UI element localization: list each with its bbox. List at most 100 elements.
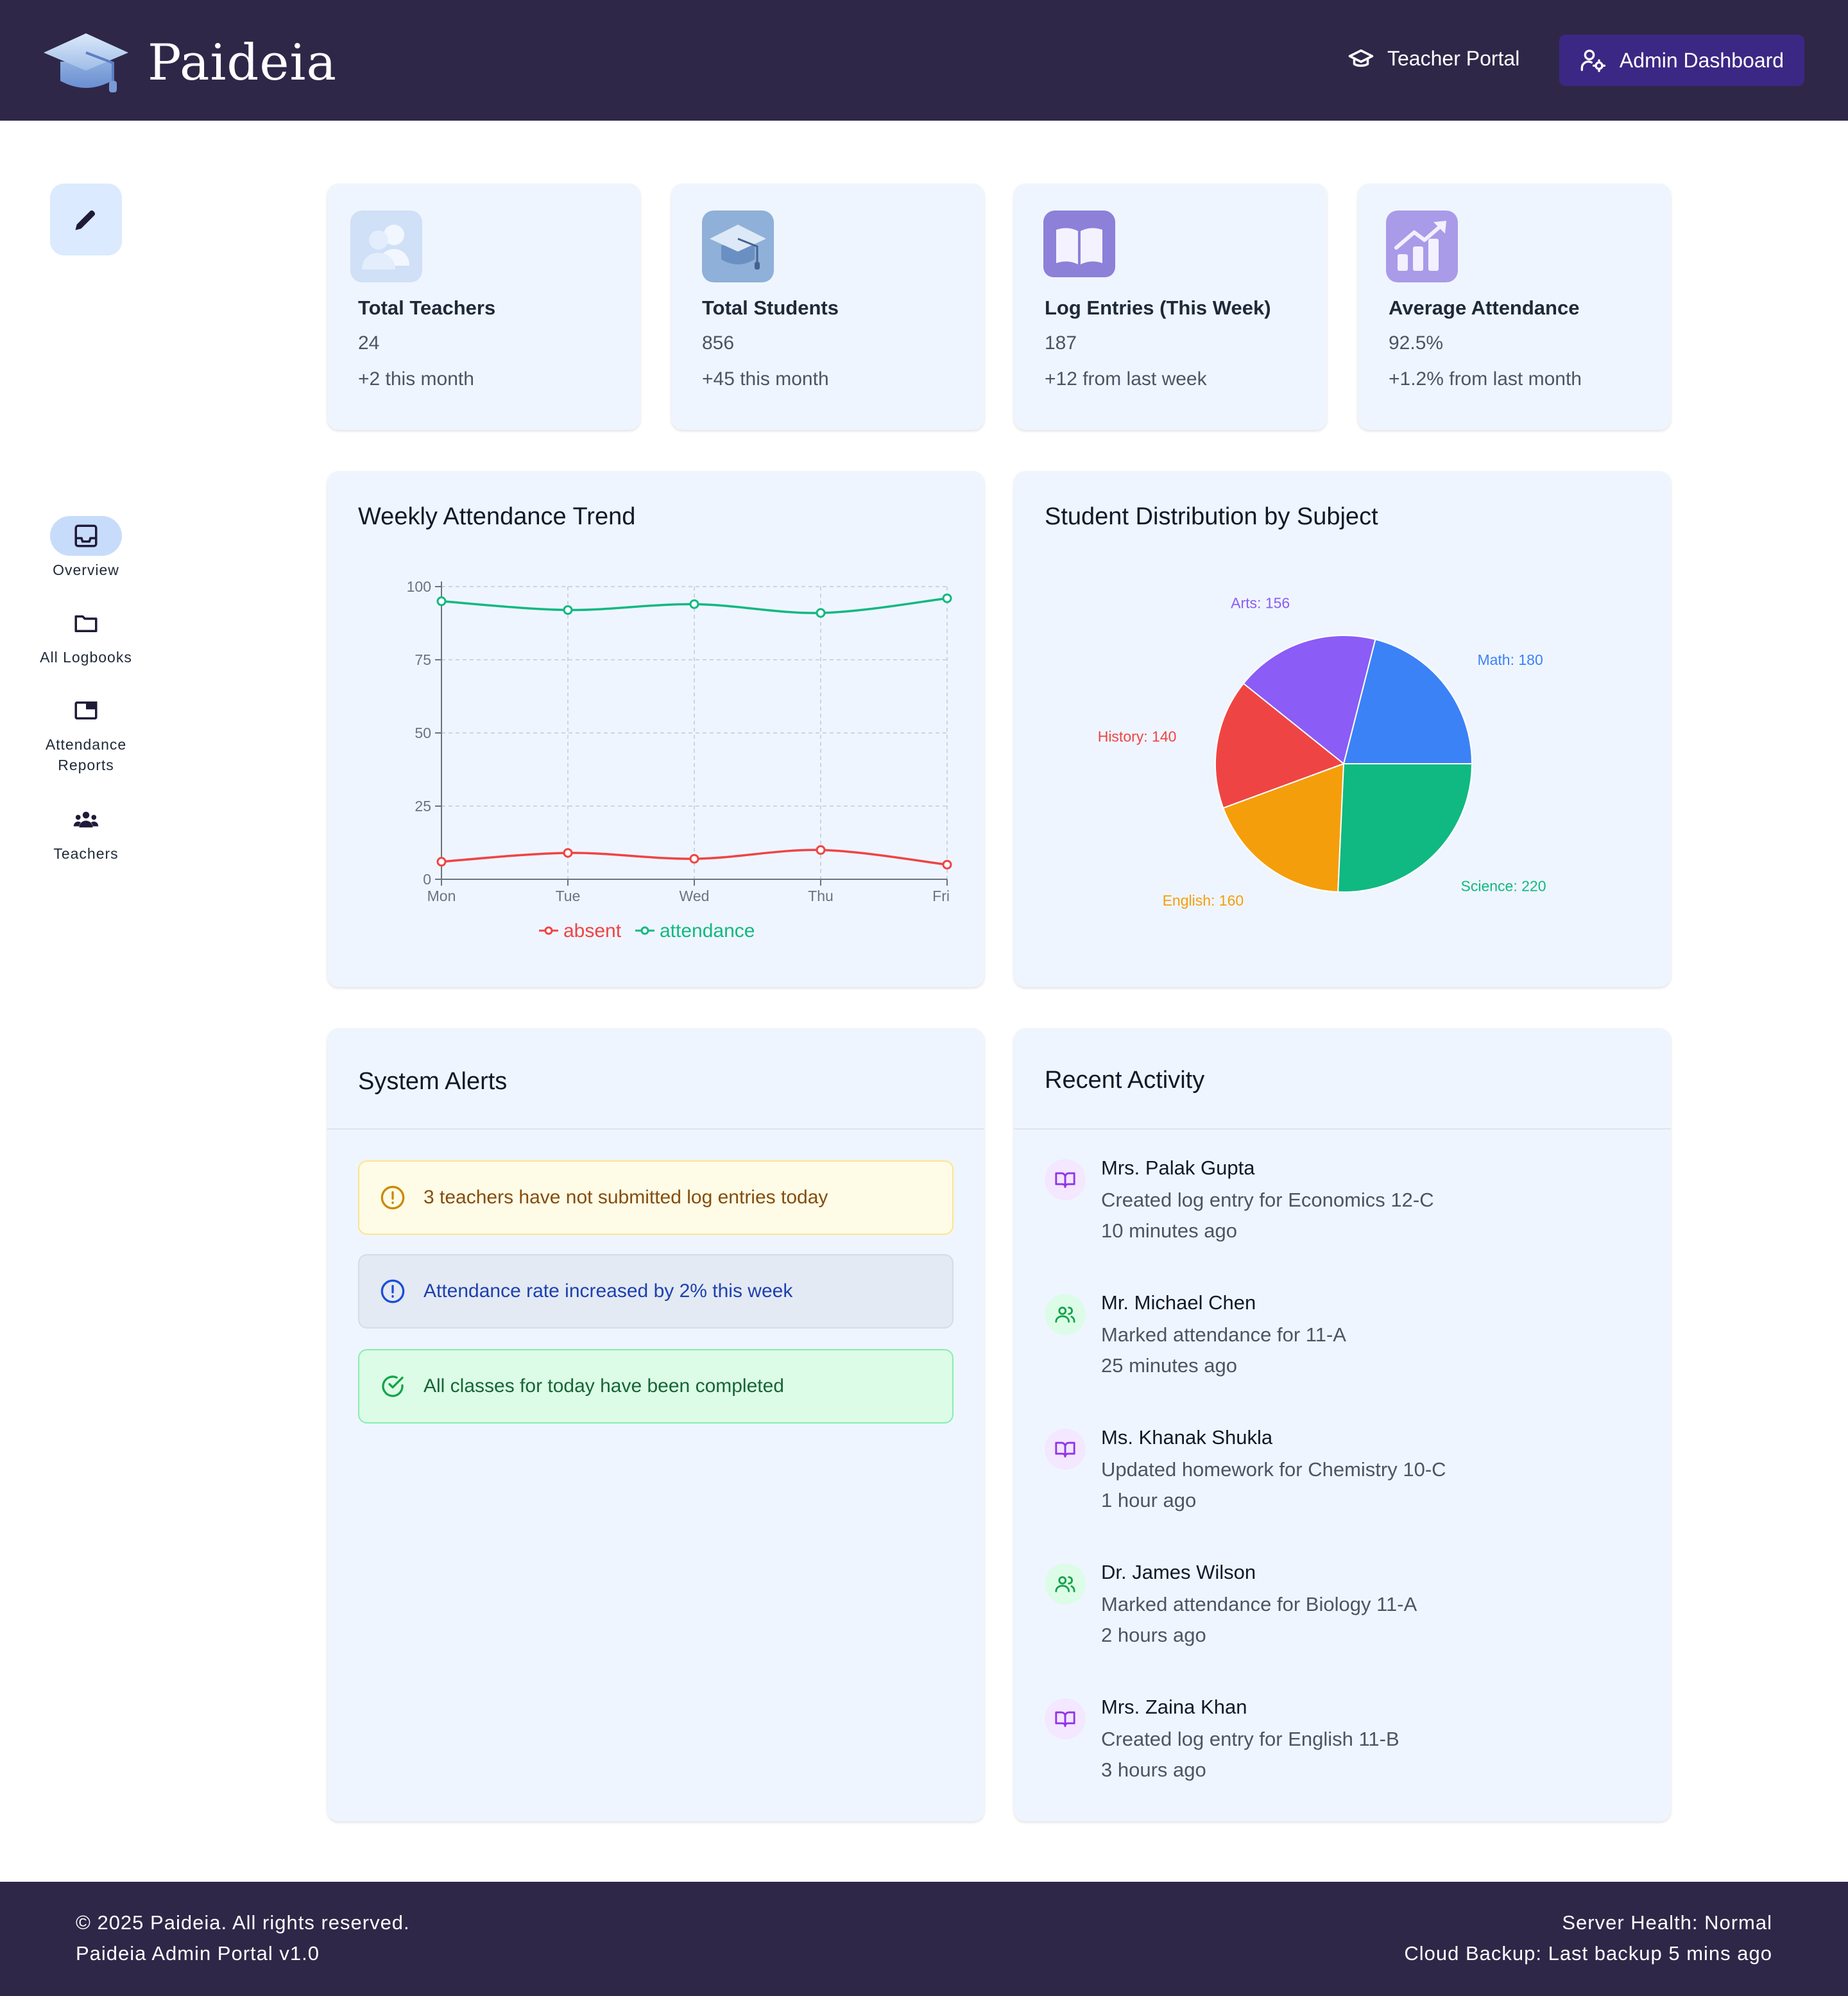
footer-backup-status: Cloud Backup: Last backup 5 mins ago [1404, 1942, 1772, 1965]
activity-time: 2 hours ago [1101, 1624, 1206, 1646]
x-tick-label: Thu [808, 888, 834, 904]
users-icon [1045, 1563, 1086, 1605]
data-point-attendance [563, 605, 573, 615]
sidebar-item-label: Attendance Reports [45, 736, 127, 773]
stat-title: Log Entries (This Week) [1045, 297, 1271, 319]
activity-user: Mrs. Zaina Khan [1101, 1696, 1247, 1718]
inbox-icon [50, 516, 122, 556]
stat-value: 24 [358, 332, 380, 354]
alert-text: Attendance rate increased by 2% this wee… [424, 1280, 793, 1302]
stat-title: Total Teachers [358, 297, 496, 319]
stat-change: +12 from last week [1045, 368, 1207, 390]
book-icon [1045, 1159, 1086, 1200]
graduation-cap-logo-icon [44, 33, 128, 92]
sidebar-item-label: All Logbooks [40, 649, 132, 666]
footer-server-health: Server Health: Normal [1562, 1911, 1772, 1934]
activity-time: 1 hour ago [1101, 1489, 1197, 1511]
stat-value: 187 [1045, 332, 1077, 354]
legend-marker-point [640, 926, 649, 935]
y-tick-label: 75 [415, 651, 431, 668]
panel-title: Student Distribution by Subject [1045, 503, 1378, 530]
alert-warning: 3 teachers have not submitted log entrie… [358, 1160, 954, 1235]
info-circle-icon [381, 1279, 405, 1303]
panel-title: Weekly Attendance Trend [358, 503, 636, 530]
people-icon [50, 800, 122, 839]
x-tick-label: Wed [680, 888, 710, 904]
pencil-icon [75, 210, 96, 230]
pie-slice [1337, 763, 1473, 893]
teacher-portal-link[interactable]: Teacher Portal [1348, 45, 1519, 72]
sidebar-item-teachers[interactable]: Teachers [19, 800, 153, 864]
x-tick-label: Mon [427, 888, 456, 904]
footer: © 2025 Paideia. All rights reserved. Pai… [0, 1882, 1848, 1996]
activity-description: Marked attendance for Biology 11-A [1101, 1593, 1417, 1615]
open-book-icon [1043, 211, 1115, 277]
book-icon [1045, 1429, 1086, 1470]
pie-slice-label: English: 160 [1163, 892, 1244, 909]
sidebar-item-all-logbooks[interactable]: All Logbooks [19, 603, 153, 667]
x-tick-label: Tue [556, 888, 581, 904]
stat-title: Total Students [702, 297, 839, 319]
admin-dashboard-button[interactable]: Admin Dashboard [1559, 35, 1804, 86]
activity-user: Dr. James Wilson [1101, 1561, 1256, 1583]
pie-slice [1215, 682, 1346, 809]
stat-change: +1.2% from last month [1389, 368, 1582, 390]
alert-info: Attendance rate increased by 2% this wee… [358, 1254, 954, 1329]
user-cog-icon [1580, 49, 1605, 73]
alert-text: All classes for today have been complete… [424, 1375, 784, 1397]
system-alerts-panel: System Alerts 3 teachers have not submit… [327, 1028, 984, 1821]
edit-button[interactable] [50, 184, 122, 255]
alert-circle-icon [381, 1185, 405, 1210]
attendance-line-chart: 0 25 50 75 100 Mon Tue Wed Thu Fri absent attendanc… [407, 578, 952, 942]
admin-dashboard-label: Admin Dashboard [1619, 48, 1784, 72]
distribution-panel: Student Distribution by Subject Math: 18… [1014, 471, 1671, 987]
y-tick-label: 0 [423, 871, 431, 888]
data-point-absent [563, 848, 573, 858]
activity-user: Mrs. Palak Gupta [1101, 1157, 1255, 1179]
data-point-attendance [942, 593, 952, 603]
activity-description: Updated homework for Chemistry 10-C [1101, 1458, 1446, 1481]
sidebar-item-attendance-reports[interactable]: Attendance Reports [19, 691, 153, 775]
data-point-absent [436, 857, 447, 867]
chart-up-icon [1386, 211, 1458, 282]
stat-card-log-entries: Log Entries (This Week) 187 +12 from las… [1014, 184, 1327, 430]
brand[interactable]: Paideia [41, 28, 337, 98]
activity-time: 10 minutes ago [1101, 1219, 1237, 1242]
data-point-absent [816, 845, 826, 855]
graduation-cap-icon [1348, 49, 1374, 67]
pie-slice-label: Arts: 156 [1231, 595, 1290, 612]
activity-time: 3 hours ago [1101, 1759, 1206, 1781]
legend-marker-point [544, 926, 553, 935]
sidebar-item-label: Overview [53, 562, 119, 578]
folder-icon [50, 603, 122, 643]
alert-success: All classes for today have been complete… [358, 1349, 954, 1424]
stat-card-average-attendance: Average Attendance 92.5% +1.2% from last… [1358, 184, 1671, 430]
alert-text: 3 teachers have not submitted log entrie… [424, 1187, 828, 1208]
stat-value: 856 [702, 332, 735, 354]
data-point-attendance [816, 608, 826, 618]
panel-title: System Alerts [358, 1068, 508, 1095]
activity-user: Mr. Michael Chen [1101, 1291, 1256, 1314]
activity-description: Marked attendance for 11-A [1101, 1323, 1346, 1346]
data-point-absent [689, 854, 699, 864]
teacher-portal-label: Teacher Portal [1387, 46, 1520, 70]
pie-slice-label: Math: 180 [1477, 651, 1543, 668]
check-circle-icon [382, 1375, 404, 1397]
activity-description: Created log entry for Economics 12-C [1101, 1189, 1434, 1211]
pie-slice-label: History: 140 [1098, 728, 1177, 745]
stat-card-total-students: Total Students 856 +45 this month [671, 184, 984, 430]
pie-slice [1242, 635, 1376, 765]
graduation-cap-icon [702, 211, 774, 282]
divider [1014, 1128, 1671, 1130]
pie-slice [1222, 762, 1345, 893]
sidebar-item-overview[interactable]: Overview [19, 516, 153, 580]
y-tick-label: 100 [407, 578, 431, 595]
y-tick-label: 50 [415, 725, 431, 741]
legend-label: absent [563, 920, 622, 942]
activity-description: Created log entry for English 11-B [1101, 1728, 1399, 1750]
pie-slice-label: Science: 220 [1461, 878, 1546, 895]
stat-change: +45 this month [702, 368, 829, 390]
book-icon [1045, 1698, 1086, 1739]
recent-activity-panel: Recent Activity Mrs. Palak Gupta Created… [1014, 1028, 1671, 1821]
data-point-absent [942, 859, 952, 870]
